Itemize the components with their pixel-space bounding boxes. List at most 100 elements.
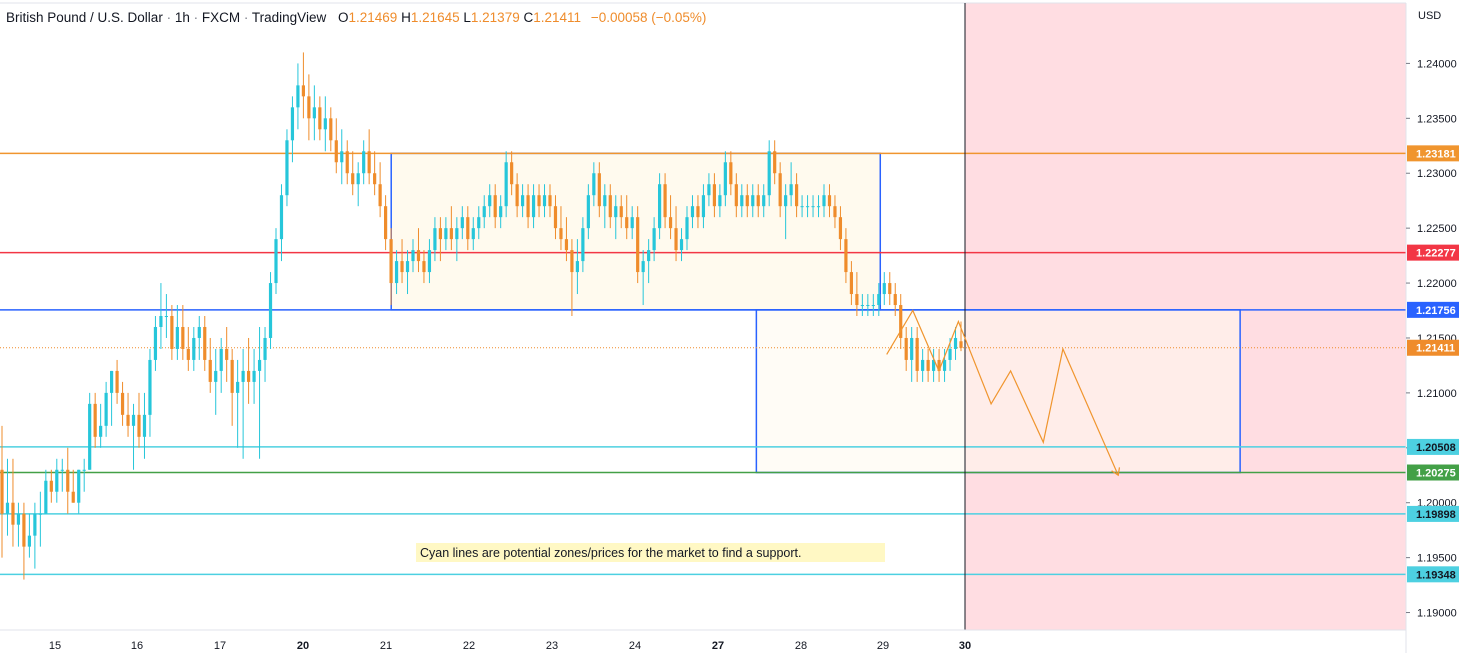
candle-body xyxy=(77,469,81,503)
annotation-text: Cyan lines are potential zones/prices fo… xyxy=(420,546,801,560)
candle-body xyxy=(290,107,295,141)
y-tick-label: 1.19000 xyxy=(1417,608,1457,620)
level-price-label: 1.22277 xyxy=(1416,248,1456,260)
candle-body xyxy=(378,184,382,207)
candle-body xyxy=(641,261,645,273)
candle-body xyxy=(405,261,410,273)
x-tick-label: 23 xyxy=(546,640,558,652)
candle-body xyxy=(203,326,207,360)
y-tick-label: 1.23500 xyxy=(1417,113,1457,125)
x-tick-label: 28 xyxy=(795,640,807,652)
annotation-note[interactable]: Cyan lines are potential zones/prices fo… xyxy=(416,543,885,562)
projection-path xyxy=(886,309,1119,476)
level-price-label: 1.19348 xyxy=(1416,569,1456,581)
candle-body xyxy=(849,272,853,295)
candle-body xyxy=(899,305,903,338)
candle-body xyxy=(44,480,48,514)
y-tick-label: 1.22500 xyxy=(1417,223,1457,235)
candle-body xyxy=(329,118,333,141)
candle-body xyxy=(756,195,760,207)
candle-body xyxy=(800,206,804,208)
level-price-badge xyxy=(1407,438,1459,455)
level-price-label: 1.23181 xyxy=(1416,148,1456,160)
candle-body xyxy=(762,195,766,207)
candle-body xyxy=(745,195,749,207)
candle-body xyxy=(915,337,919,371)
separator: · xyxy=(243,10,252,25)
candle-body xyxy=(827,195,832,207)
range-box xyxy=(390,152,882,311)
candle-body xyxy=(953,337,958,349)
chart-header: British Pound / U.S. Dollar · 1h · FXCM … xyxy=(6,10,706,25)
candle-body xyxy=(49,480,53,492)
open-label: O xyxy=(337,10,349,25)
candle-body xyxy=(548,195,552,207)
candle-body xyxy=(296,85,300,108)
candle-body xyxy=(636,217,640,273)
level-price-badge xyxy=(1407,339,1459,356)
candle-body xyxy=(773,151,777,174)
candle-body xyxy=(910,337,914,360)
candle-body xyxy=(658,184,662,229)
candle-body xyxy=(668,217,673,229)
candle-body xyxy=(427,250,432,273)
candle-body xyxy=(345,151,349,174)
candle-body xyxy=(170,316,174,349)
candle-body xyxy=(477,217,481,229)
x-tick-label: 17 xyxy=(214,640,226,652)
candle-body xyxy=(575,261,579,273)
candle-body xyxy=(66,469,70,492)
candle-body xyxy=(888,283,892,295)
candle-body xyxy=(197,326,201,338)
candle-body xyxy=(153,326,158,360)
candle-body xyxy=(334,140,338,163)
candle-body xyxy=(279,195,284,240)
candle-body xyxy=(844,239,848,273)
candle-body xyxy=(257,359,262,371)
candle-body xyxy=(510,162,514,185)
candle-body xyxy=(307,96,311,119)
candle-body xyxy=(120,392,125,415)
candle-body xyxy=(115,370,119,393)
x-tick-label: 21 xyxy=(380,640,392,652)
candle-body xyxy=(679,239,684,251)
candle-body xyxy=(570,250,574,273)
candle-body xyxy=(241,370,245,382)
candle-body xyxy=(236,381,240,393)
candle-body xyxy=(537,195,541,207)
y-tick-label: 1.21000 xyxy=(1417,388,1457,400)
projection-arrowhead xyxy=(1111,467,1121,477)
candle-body xyxy=(60,469,64,471)
close-label: C xyxy=(523,10,534,25)
candle-body xyxy=(531,195,536,218)
candle-body xyxy=(110,370,114,393)
candle-body xyxy=(356,173,360,185)
candle-body xyxy=(542,195,547,207)
candle-body xyxy=(855,294,859,306)
x-tick-label: 15 xyxy=(49,640,61,652)
x-tick-label: 16 xyxy=(131,640,143,652)
candle-body xyxy=(416,250,421,262)
candle-body xyxy=(142,414,147,437)
symbol-title[interactable]: British Pound / U.S. Dollar · 1h · FXCM … xyxy=(6,10,330,25)
candle-body xyxy=(55,469,59,492)
level-price-badge xyxy=(1407,244,1459,261)
separator: · xyxy=(193,10,202,25)
level-price-badge xyxy=(1407,301,1459,318)
low-value: 1.21379 xyxy=(470,10,520,25)
candle-body xyxy=(192,337,196,360)
candle-body xyxy=(499,206,503,218)
annotation-bg xyxy=(416,543,885,562)
candle-body xyxy=(444,228,448,240)
candle-body xyxy=(22,513,26,547)
candle-body xyxy=(0,469,4,514)
candle-body xyxy=(411,250,415,262)
candle-body xyxy=(860,305,864,307)
candle-body xyxy=(723,162,727,196)
candle-body xyxy=(471,228,475,240)
candle-body xyxy=(384,206,388,240)
candle-body xyxy=(893,294,897,306)
candle-body xyxy=(301,85,305,97)
candle-body xyxy=(214,370,218,382)
